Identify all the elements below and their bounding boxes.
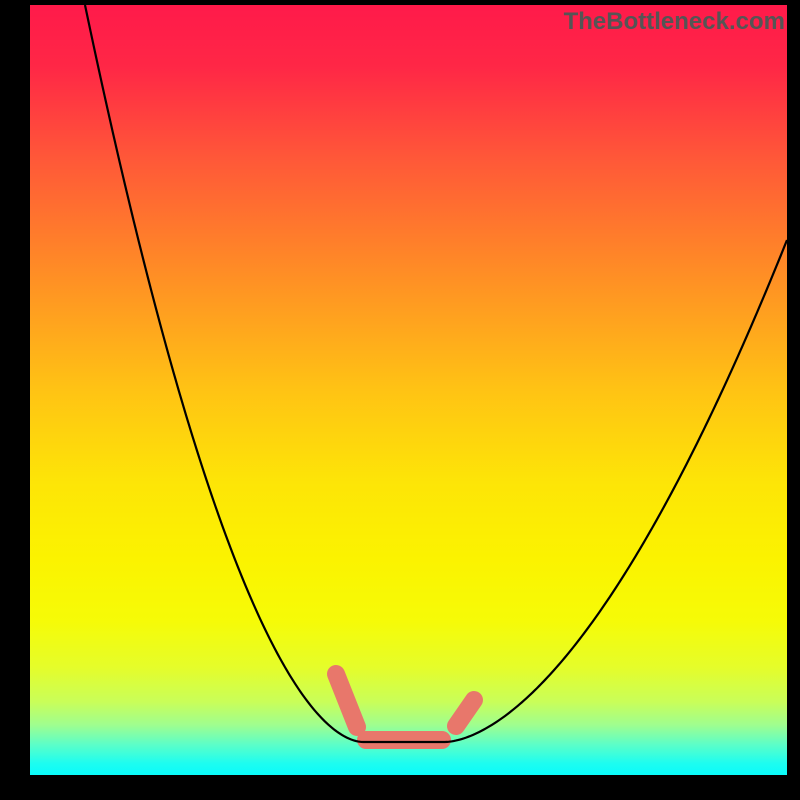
- plot-area: [30, 5, 787, 775]
- watermark-label: TheBottleneck.com: [564, 8, 785, 36]
- curve-overlay-svg: [30, 5, 787, 775]
- canvas-root: TheBottleneck.com: [0, 0, 800, 800]
